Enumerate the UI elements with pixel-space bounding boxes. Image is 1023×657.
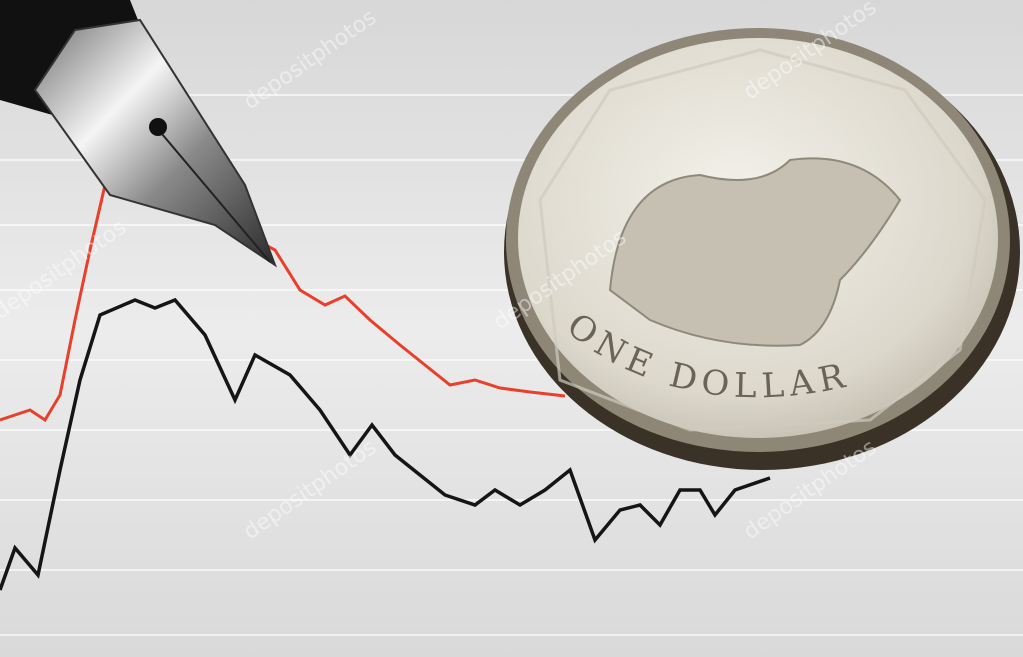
black-line — [0, 297, 771, 591]
red-line — [0, 173, 566, 423]
coin: ONE DOLLAR — [504, 28, 1020, 470]
fountain-pen — [0, 0, 278, 268]
